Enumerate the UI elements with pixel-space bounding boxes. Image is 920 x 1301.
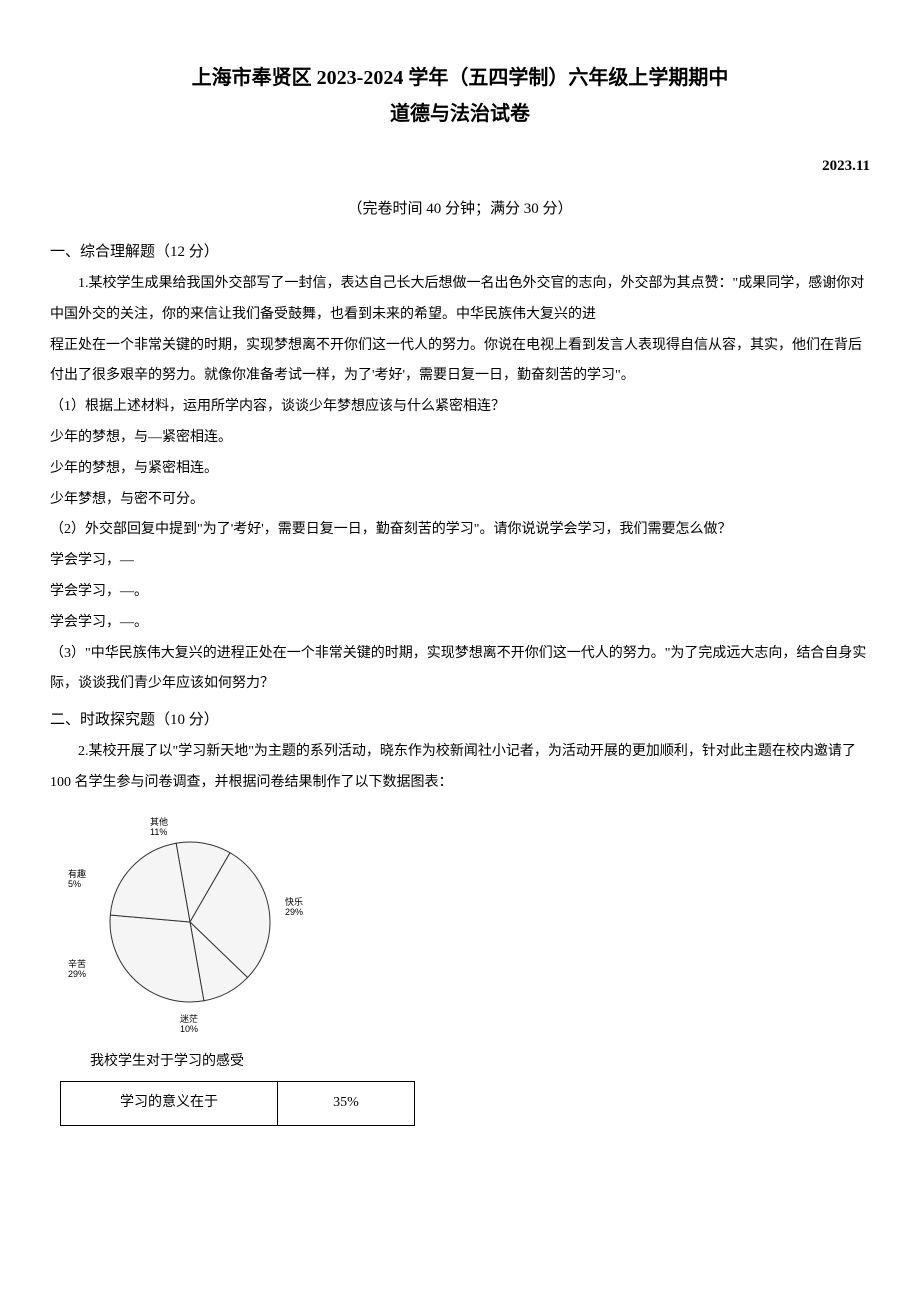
- pie-slice: [110, 915, 204, 1002]
- q1-answer-2: 少年的梦想，与紧密相连。: [50, 454, 870, 485]
- pie-slice-label: 其他: [150, 817, 168, 827]
- q1-answer-3: 少年梦想，与密不可分。: [50, 485, 870, 516]
- pie-slice-percent: 5%: [68, 879, 81, 889]
- title-line-1: 上海市奉贤区 2023-2024 学年（五四学制）六年级上学期期中: [50, 60, 870, 96]
- q2-paragraph-1: 2.某校开展了以"学习新天地"为主题的系列活动，晓东作为校新闻社小记者，为活动开…: [50, 737, 870, 799]
- q1-answer-1: 少年的梦想，与—紧密相连。: [50, 423, 870, 454]
- pie-slice-percent: 10%: [180, 1024, 198, 1032]
- pie-slice-label: 迷茫: [180, 1013, 198, 1024]
- title-line-2: 道德与法治试卷: [50, 96, 870, 132]
- pie-chart-wrap: 其他11%快乐29%迷茫10%辛苦29%有趣5% 我校学生对于学习的感受 学习的…: [60, 817, 870, 1126]
- q1-paragraph-2: 程正处在一个非常关键的时期，实现梦想离不开你们这一代人的努力。你说在电视上看到发…: [50, 331, 870, 393]
- q1-answer-5: 学会学习，—。: [50, 577, 870, 608]
- pie-slice-percent: 11%: [150, 827, 167, 837]
- section1-heading: 一、综合理解题（12 分）: [50, 236, 870, 269]
- table-row: 学习的意义在于35%: [61, 1082, 415, 1126]
- q1-sub1: （1）根据上述材料，运用所学内容，谈谈少年梦想应该与什么紧密相连？: [50, 392, 870, 423]
- q1-sub2: （2）外交部回复中提到"为了'考好'，需要日复一日，勤奋刻苦的学习"。请你说说学…: [50, 515, 870, 546]
- pie-slice-label: 有趣: [68, 868, 86, 879]
- pie-chart: 其他11%快乐29%迷茫10%辛苦29%有趣5%: [60, 817, 340, 1032]
- q1-sub3: （3）"中华民族伟大复兴的进程正处在一个非常关键的时期，实现梦想离不开你们这一代…: [50, 639, 870, 701]
- exam-date: 2023.11: [50, 150, 870, 183]
- q1-answer-6: 学会学习，—。: [50, 608, 870, 639]
- pie-slice-percent: 29%: [285, 907, 303, 917]
- table-cell: 学习的意义在于: [61, 1082, 278, 1126]
- q1-answer-4: 学会学习，—: [50, 546, 870, 577]
- table-cell: 35%: [278, 1082, 415, 1126]
- pie-chart-caption: 我校学生对于学习的感受: [90, 1047, 870, 1078]
- section2-heading: 二、时政探究题（10 分）: [50, 704, 870, 737]
- pie-slice-percent: 29%: [68, 969, 86, 979]
- exam-info: （完卷时间 40 分钟；满分 30 分）: [50, 193, 870, 226]
- pie-slice-label: 快乐: [285, 896, 303, 907]
- survey-table: 学习的意义在于35%: [60, 1081, 415, 1126]
- pie-slice-label: 辛苦: [68, 958, 86, 969]
- pie-slice: [110, 843, 190, 922]
- q1-paragraph-1: 1.某校学生成果给我国外交部写了一封信，表达自己长大后想做一名出色外交官的志向，…: [50, 269, 870, 331]
